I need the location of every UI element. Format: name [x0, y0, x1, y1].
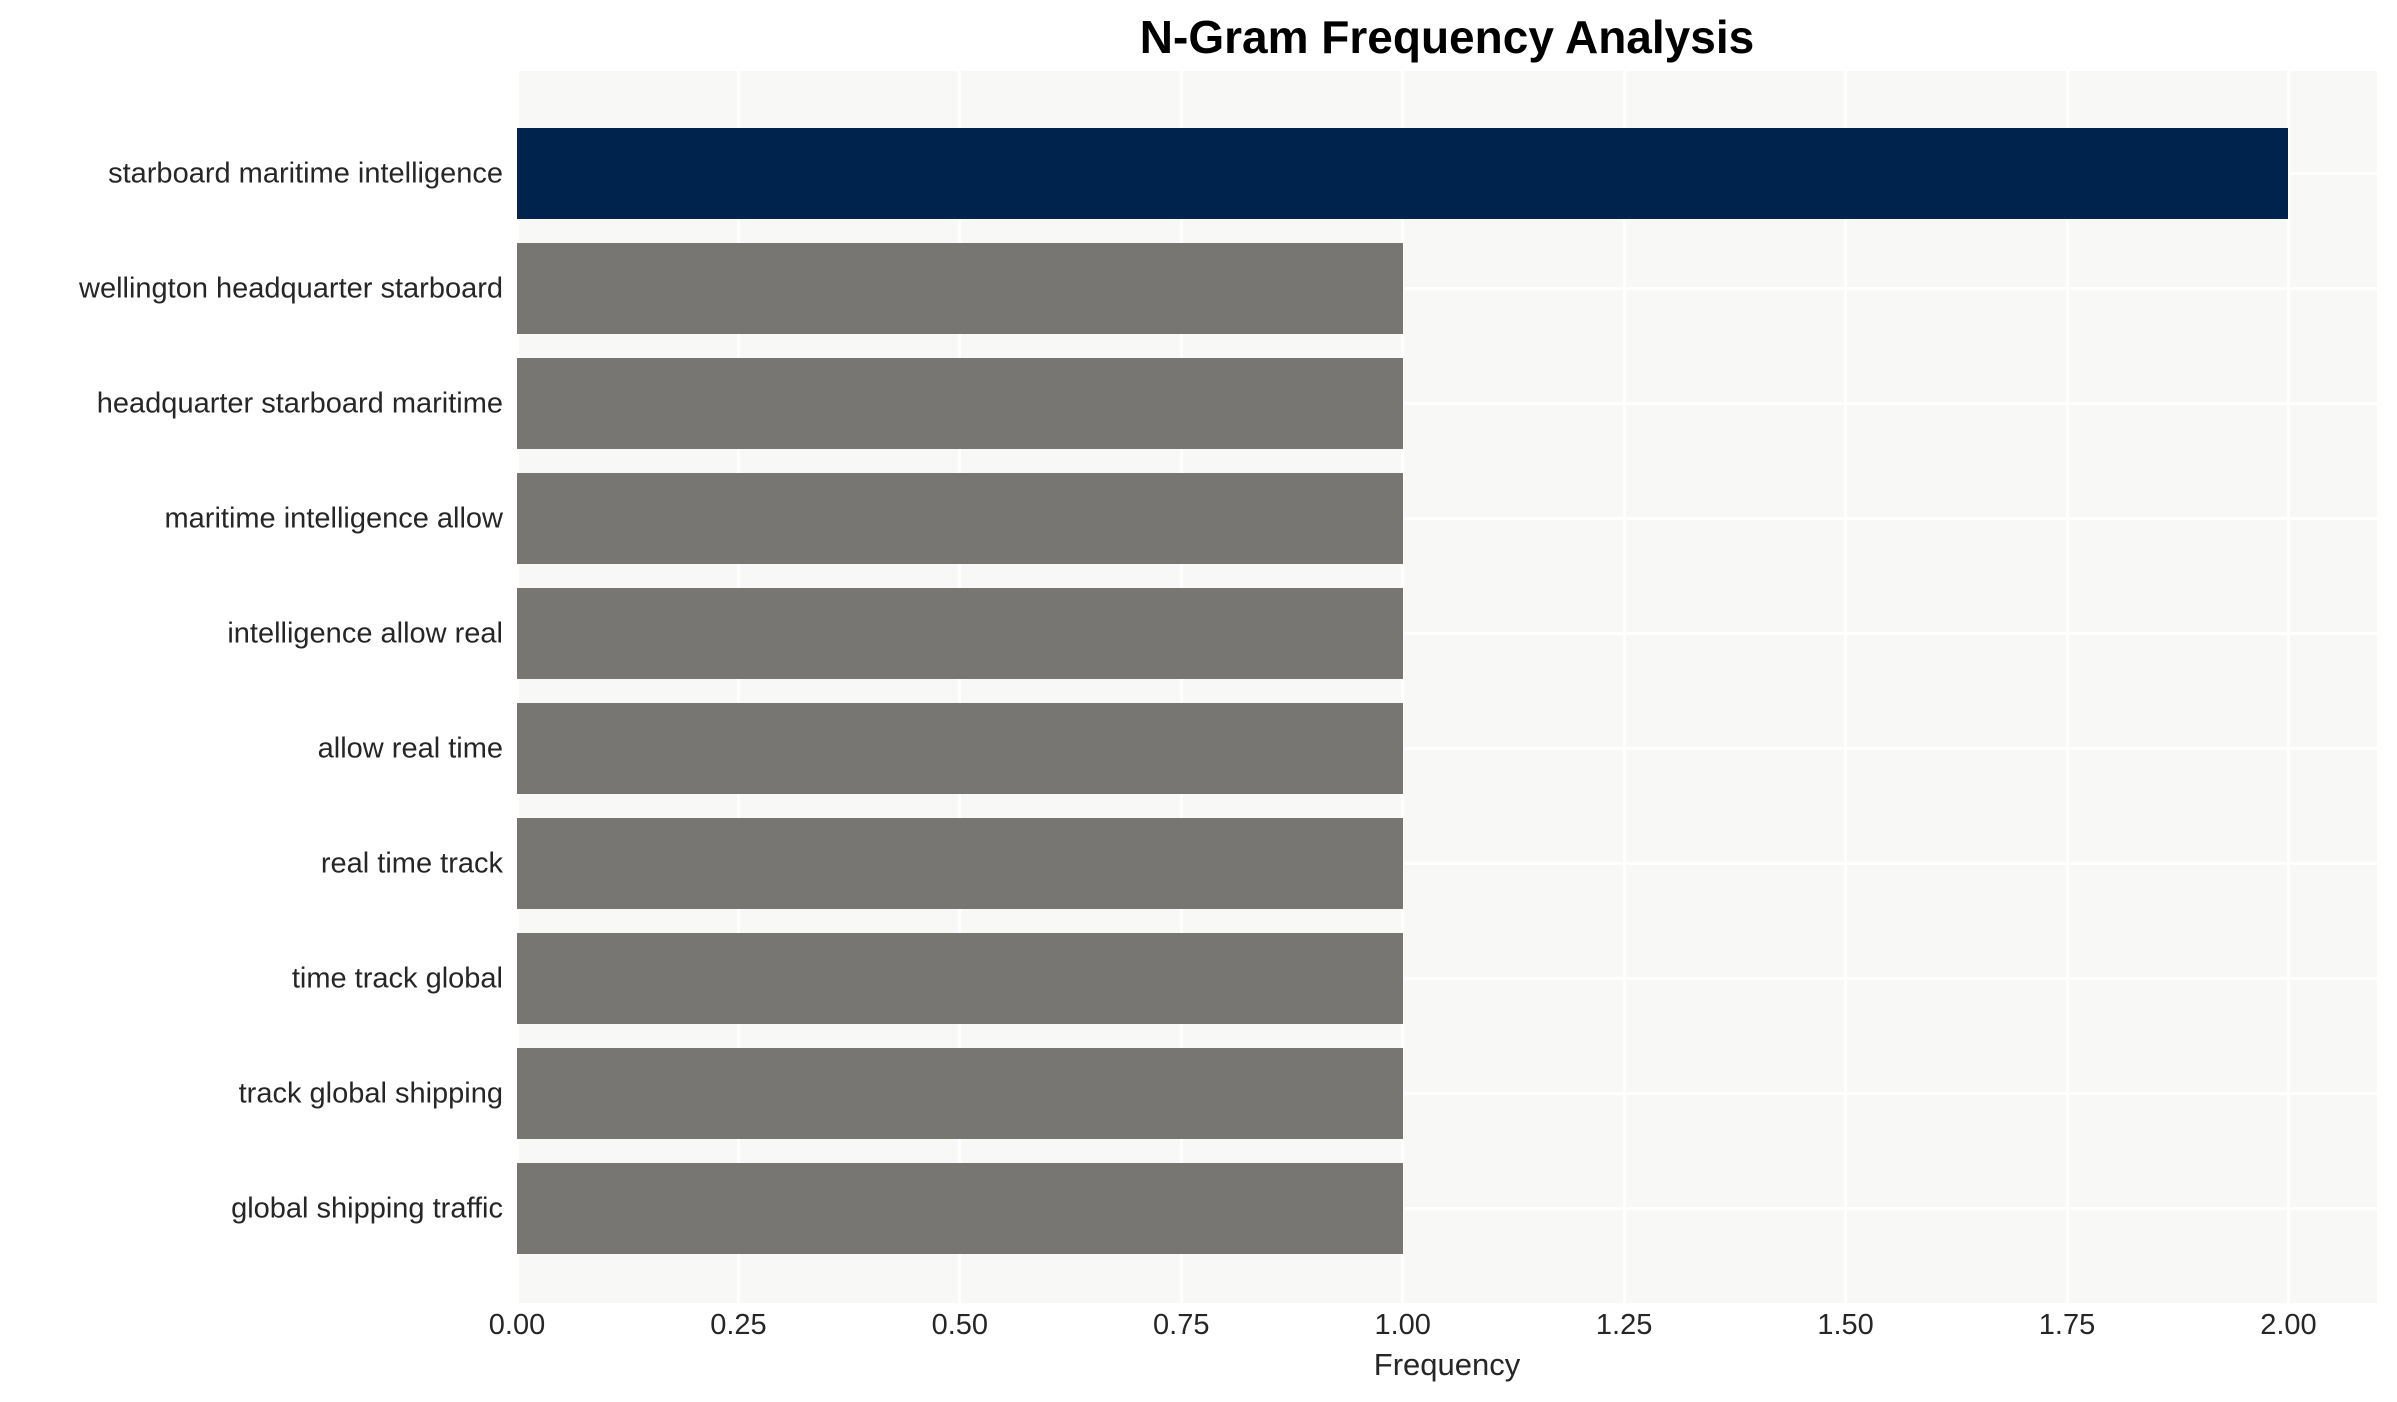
x-tick-label: 0.25: [710, 1309, 767, 1341]
vertical-gridline: [1179, 71, 1183, 1303]
x-tick-label: 1.75: [2038, 1309, 2096, 1341]
y-tick-label: starboard maritime intelligence: [108, 157, 503, 189]
y-tick-label: time track global: [291, 962, 503, 994]
bar-track-global-shipping: [517, 1048, 1403, 1139]
chart-title: N-Gram Frequency Analysis: [1139, 11, 1755, 63]
x-axis-title: Frequency: [1373, 1347, 1521, 1382]
y-tick-label: allow real time: [317, 732, 503, 764]
horizontal-gridline: [517, 1207, 2377, 1210]
bar-time-track-global: [517, 933, 1403, 1024]
y-tick-label: maritime intelligence allow: [164, 502, 503, 534]
bar-maritime-intelligence-allow: [517, 473, 1403, 564]
vertical-gridline: [1401, 71, 1405, 1303]
horizontal-gridline: [517, 402, 2377, 405]
horizontal-gridline: [517, 977, 2377, 980]
bar-global-shipping-traffic: [517, 1163, 1403, 1254]
bar-real-time-track: [517, 818, 1403, 909]
vertical-gridline: [515, 71, 519, 1303]
x-tick-label: 0.75: [1153, 1309, 1210, 1341]
x-tick-label: 0.50: [931, 1309, 989, 1341]
y-tick-label: intelligence allow real: [227, 617, 503, 649]
bar-headquarter-starboard-maritime: [517, 358, 1403, 449]
horizontal-gridline: [517, 747, 2377, 750]
x-tick-label: 0.00: [488, 1309, 546, 1341]
vertical-gridline: [1844, 71, 1848, 1303]
y-tick-label: headquarter starboard maritime: [96, 387, 503, 419]
vertical-gridline: [736, 71, 740, 1303]
x-tick-label: 1.25: [1595, 1309, 1653, 1341]
plot-area: [515, 71, 2377, 1303]
bar-wellington-headquarter-starboard: [517, 243, 1403, 334]
bar-starboard-maritime-intelligence: [517, 128, 2289, 219]
bar-intelligence-allow-real: [517, 588, 1403, 679]
horizontal-gridline: [517, 862, 2377, 865]
horizontal-gridline: [517, 287, 2377, 290]
vertical-gridline: [958, 71, 962, 1303]
x-tick-label: 1.00: [1374, 1309, 1431, 1341]
vertical-gridline: [2286, 71, 2290, 1303]
vertical-gridline: [2065, 71, 2069, 1303]
y-tick-label: track global shipping: [238, 1077, 503, 1109]
bar-allow-real-time: [517, 703, 1403, 794]
vertical-gridline: [1622, 71, 1626, 1303]
horizontal-gridline: [517, 1092, 2377, 1095]
y-axis-labels: starboard maritime intelligence wellingto…: [0, 71, 503, 1303]
horizontal-gridline: [517, 517, 2377, 520]
x-tick-label: 1.50: [1817, 1309, 1874, 1341]
y-tick-label: real time track: [320, 847, 503, 879]
x-axis-ticks: 0.00 0.25 0.50 0.75 1.00 1.25 1.50 1.75 2.00: [489, 1309, 2377, 1345]
horizontal-gridline: [517, 632, 2377, 635]
y-tick-label: global shipping traffic: [231, 1192, 503, 1224]
x-tick-label: 2.00: [2260, 1309, 2317, 1341]
y-tick-label: wellington headquarter starboard: [79, 272, 503, 304]
